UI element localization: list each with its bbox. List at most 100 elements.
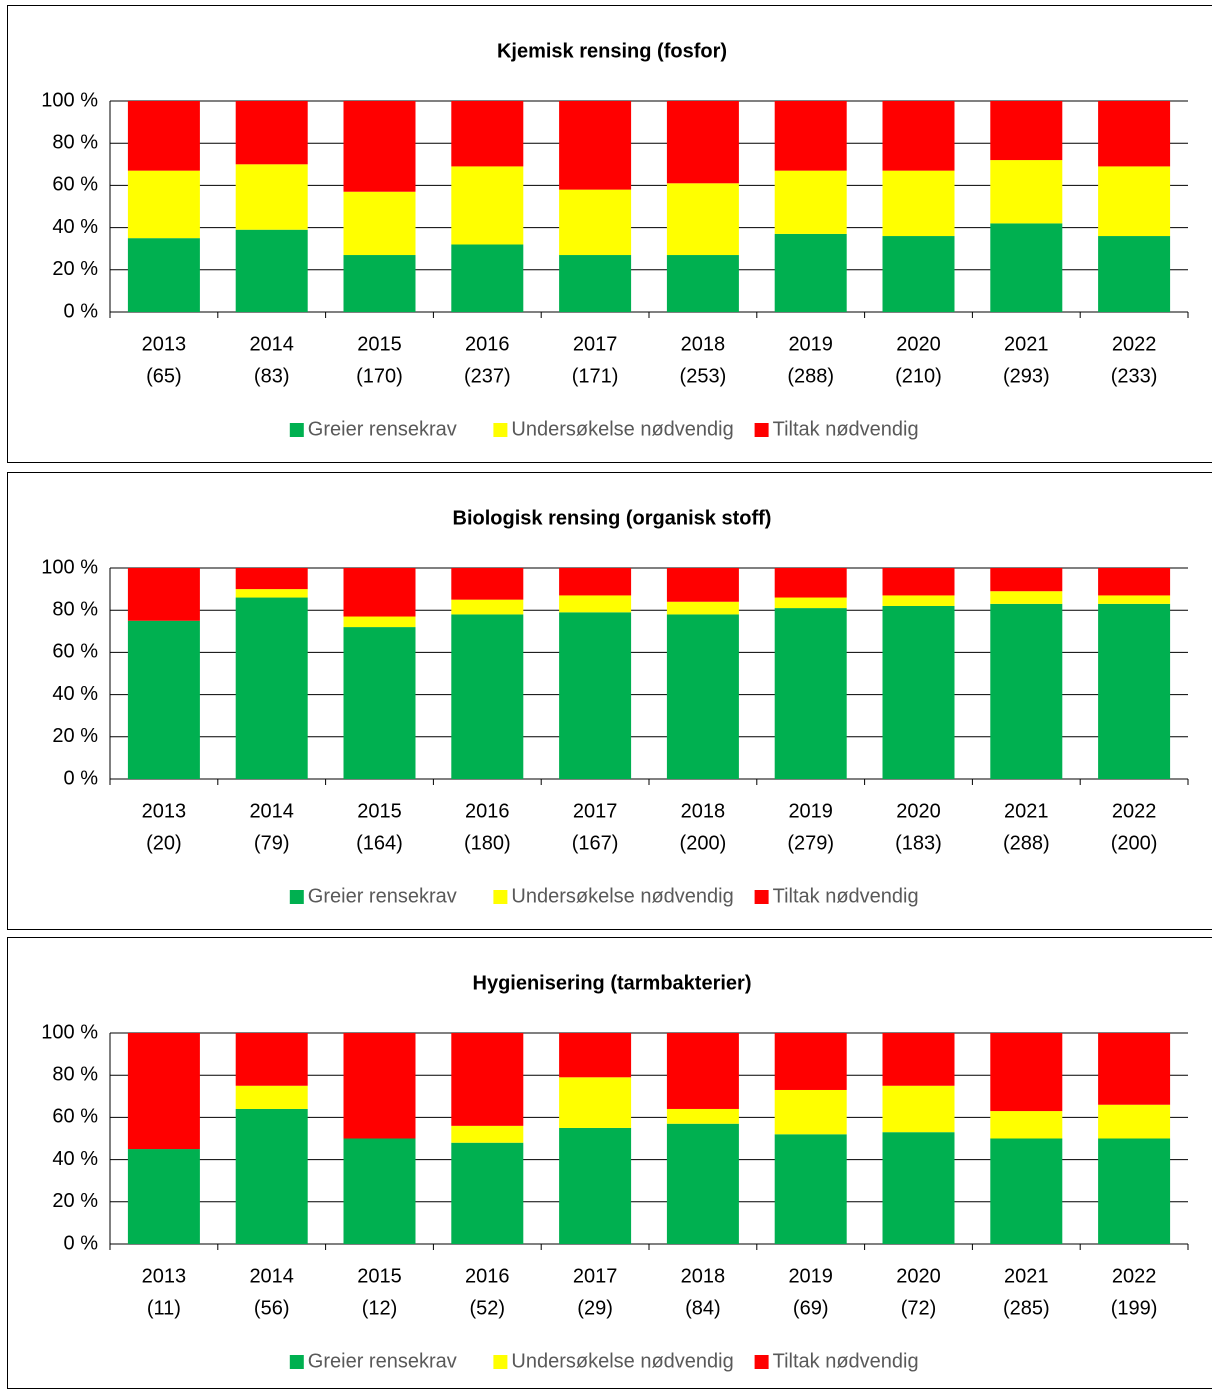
bar-segment: [990, 160, 1063, 224]
bar-segment: [990, 223, 1063, 312]
chart-border: [7, 472, 1212, 930]
bar-segment: [559, 101, 632, 190]
legend-swatch: [754, 423, 769, 437]
x-tick-label: 2018: [681, 333, 726, 355]
legend-label: Tiltak nødvendig: [773, 418, 919, 440]
bar-segment: [559, 1077, 632, 1128]
x-tick-label: (83): [254, 365, 290, 387]
bar-segment: [774, 568, 847, 598]
x-tick-label: (11): [147, 1297, 181, 1319]
y-tick-label: 100 %: [41, 1021, 98, 1043]
x-tick-label: (199): [1111, 1297, 1158, 1319]
x-tick-label: (72): [901, 1297, 937, 1319]
x-tick-label: 2017: [573, 1265, 618, 1287]
y-tick-label: 20 %: [52, 1190, 98, 1212]
x-tick-label: 2015: [357, 1265, 402, 1287]
bar-segment: [559, 255, 632, 312]
x-tick-label: (288): [787, 365, 834, 387]
x-tick-label: 2019: [788, 1265, 833, 1287]
bar-segment: [343, 1138, 416, 1244]
bar-segment: [235, 597, 308, 779]
bar-segment: [990, 1138, 1063, 1244]
bar-segment: [774, 1033, 847, 1090]
legend-label: Greier rensekrav: [308, 885, 457, 907]
bar-segment: [882, 236, 955, 312]
chart-border: [7, 5, 1212, 463]
legend-label: Tiltak nødvendig: [773, 885, 919, 907]
y-tick-label: 40 %: [52, 216, 98, 238]
x-tick-label: 2020: [896, 800, 941, 822]
bar-segment: [990, 568, 1063, 592]
bar-segment: [882, 568, 955, 596]
bar-segment: [127, 620, 200, 779]
x-tick-label: (167): [572, 832, 619, 854]
bar-segment: [666, 614, 739, 779]
x-tick-label: 2016: [465, 333, 510, 355]
legend-label: Undersøkelse nødvendig: [511, 1350, 733, 1372]
bar-segment: [1098, 101, 1171, 167]
bar-segment: [1098, 236, 1171, 312]
bar-segment: [451, 1142, 524, 1244]
bar-segment: [127, 238, 200, 312]
legend-label: Greier rensekrav: [308, 1350, 457, 1372]
y-tick-label: 0 %: [64, 1232, 99, 1254]
legend-swatch: [289, 1355, 304, 1369]
x-tick-label: (171): [572, 365, 619, 387]
bar-segment: [990, 591, 1063, 604]
x-tick-label: 2015: [357, 333, 402, 355]
bar-segment: [882, 101, 955, 171]
y-tick-label: 60 %: [52, 174, 98, 196]
x-tick-label: (200): [1111, 832, 1158, 854]
x-tick-label: (183): [895, 832, 942, 854]
bar-segment: [559, 568, 632, 596]
bar-segment: [990, 1111, 1063, 1139]
chart-title: Hygienisering (tarmbakterier): [473, 972, 752, 994]
x-tick-label: (288): [1003, 832, 1050, 854]
bar-segment: [882, 1033, 955, 1086]
bar-segment: [774, 1089, 847, 1135]
x-tick-label: (12): [362, 1297, 398, 1319]
legend-swatch: [493, 1355, 508, 1369]
legend-swatch: [289, 423, 304, 437]
x-tick-label: (29): [577, 1297, 613, 1319]
bar-segment: [127, 1033, 200, 1150]
bar-segment: [774, 597, 847, 609]
bar-segment: [451, 166, 524, 245]
y-tick-label: 100 %: [41, 89, 98, 111]
bar-segment: [235, 1033, 308, 1086]
bar-segment: [666, 601, 739, 615]
x-tick-label: 2019: [788, 333, 833, 355]
legend-label: Greier rensekrav: [308, 418, 457, 440]
bar-segment: [774, 101, 847, 171]
chart: Kjemisk rensing (fosfor) 0 % 20 % 40 % 60 % 8…: [7, 5, 1212, 463]
bar-segment: [451, 599, 524, 615]
bar-segment: [343, 1033, 416, 1139]
bar-segment: [666, 255, 739, 312]
x-tick-label: 2022: [1112, 1265, 1157, 1287]
x-tick-label: (20): [146, 832, 182, 854]
bar-segment: [451, 568, 524, 600]
x-tick-label: (200): [680, 832, 727, 854]
bar-segment: [990, 101, 1063, 161]
bar-segment: [559, 189, 632, 256]
chart: Biologisk rensing (organisk stoff) 0 % 20 …: [7, 472, 1212, 930]
x-tick-label: 2018: [681, 1265, 726, 1287]
x-tick-label: (285): [1003, 1297, 1050, 1319]
bar-segment: [1098, 595, 1171, 604]
bar-segment: [559, 1033, 632, 1078]
y-tick-label: 40 %: [52, 1148, 98, 1170]
bar-segment: [127, 1149, 200, 1244]
chart-title: Kjemisk rensing (fosfor): [497, 40, 727, 62]
x-tick-label: 2013: [142, 800, 187, 822]
y-tick-label: 0 %: [64, 767, 99, 789]
x-tick-label: (52): [470, 1297, 506, 1319]
bar-segment: [343, 191, 416, 256]
bar-segment: [774, 170, 847, 234]
bar-segment: [343, 255, 416, 312]
bar-segment: [127, 170, 200, 239]
legend-label: Undersøkelse nødvendig: [511, 885, 733, 907]
bar-segment: [1098, 1138, 1171, 1244]
bar-segment: [127, 568, 200, 621]
bar-segment: [343, 101, 416, 192]
